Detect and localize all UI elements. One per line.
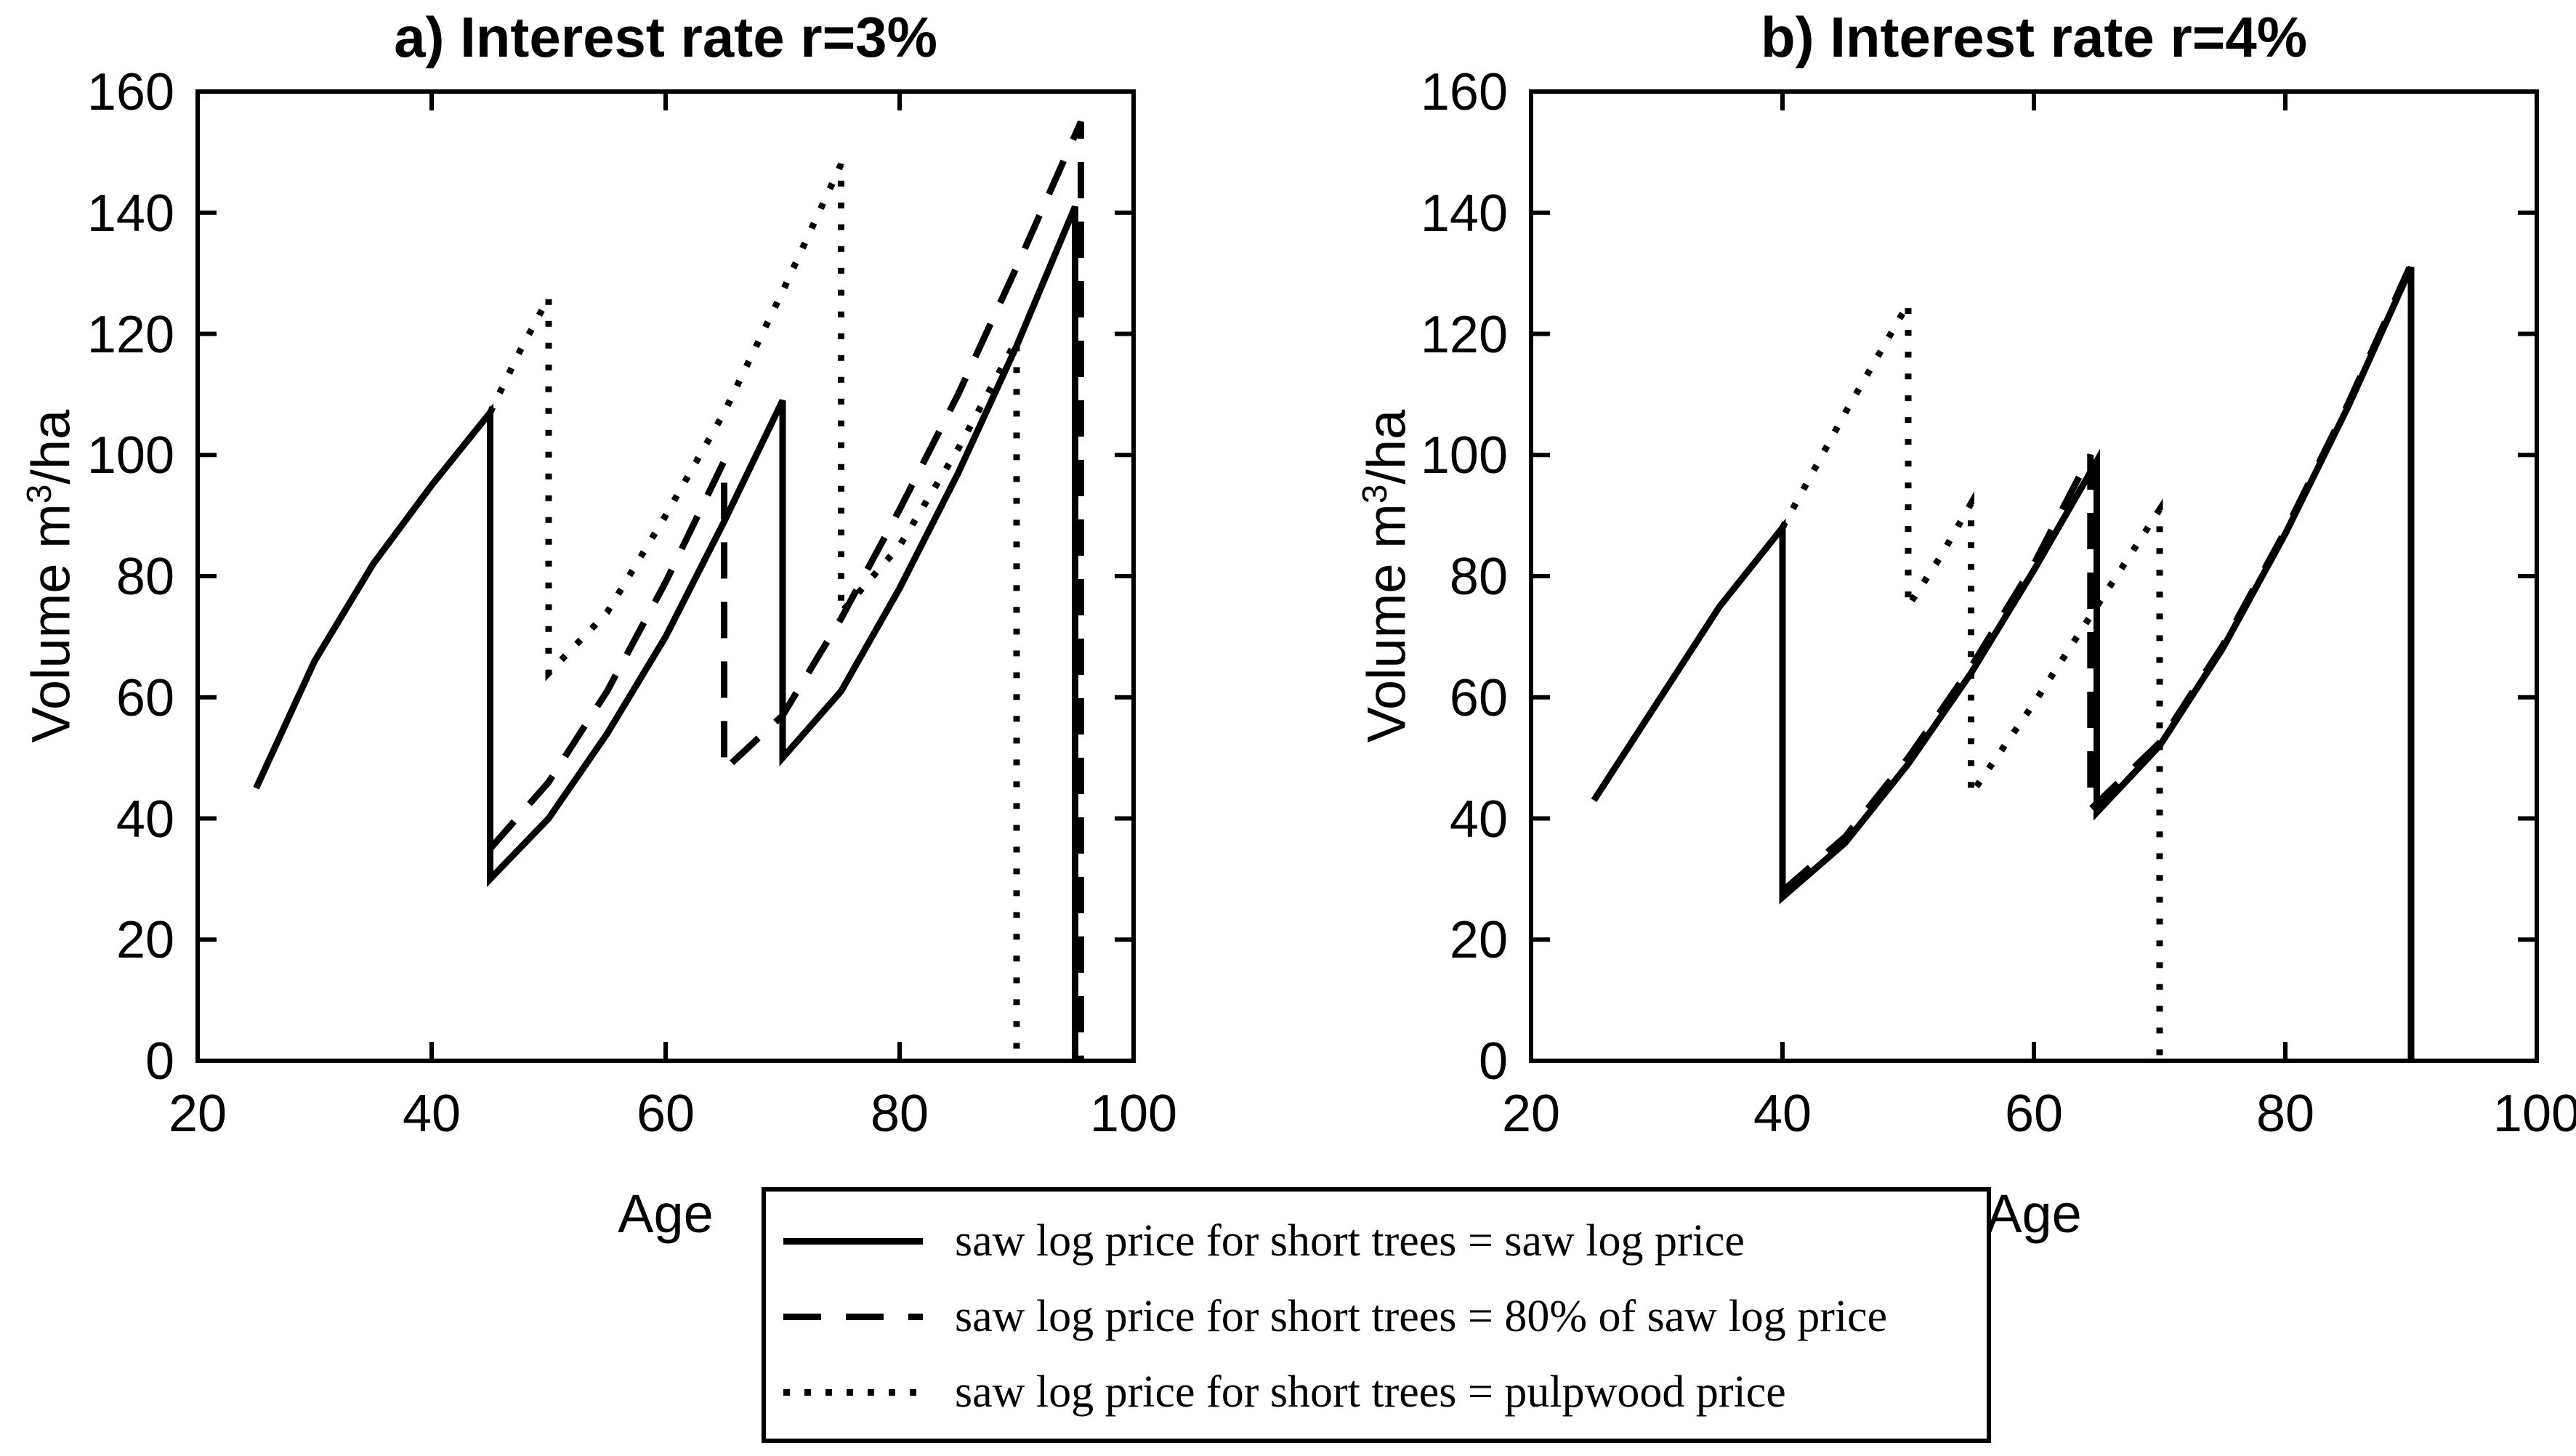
panel-b-y-tick-label: 20 — [1449, 911, 1508, 970]
dotted-line-sample-icon — [783, 1388, 923, 1396]
legend-label: saw log price for short trees = saw log … — [955, 1216, 1745, 1266]
panel-b-x-tick-label: 80 — [2256, 1085, 2315, 1143]
panel-b-y-tick-label: 40 — [1449, 790, 1508, 849]
series-dotted-panel-a — [487, 163, 1020, 1061]
ylabel-superscript: 3 — [20, 484, 59, 504]
panel-b-y-tick-label: 0 — [1478, 1032, 1508, 1091]
panel-a-x-tick-label: 80 — [870, 1085, 929, 1143]
series-solid-panel-a — [253, 205, 1078, 1061]
panel-a-x-tick-label: 40 — [402, 1085, 461, 1143]
series-dashed-panel-a — [488, 120, 1084, 1061]
panel-a-x-tick-label: 20 — [168, 1085, 227, 1143]
dashed-line-sample-icon — [783, 1313, 923, 1320]
panel-b-y-tick-label: 60 — [1449, 668, 1508, 727]
solid-line-sample-icon — [783, 1237, 923, 1245]
panel-a-x-axis-label: Age — [618, 1184, 714, 1244]
panel-b-x-tick-label: 60 — [2004, 1085, 2064, 1143]
panel-a-y-tick-label: 40 — [116, 790, 174, 849]
panel-a-y-tick-label: 140 — [86, 184, 174, 243]
legend-item-dashed: saw log price for short trees = 80% of s… — [766, 1287, 1987, 1346]
legend-label: saw log price for short trees = 80% of s… — [955, 1291, 1888, 1341]
panel-a-y-tick-label: 80 — [116, 548, 174, 606]
panel-b-y-tick-label: 100 — [1420, 426, 1508, 485]
panel-b-x-tick-label: 40 — [1753, 1085, 1812, 1143]
panel-a-y-tick-label: 20 — [116, 911, 174, 970]
panel-a-x-tick-label: 100 — [1089, 1085, 1178, 1143]
panel-b-x-tick-label: 20 — [1501, 1085, 1561, 1143]
panel-b-x-axis-label: Age — [1986, 1184, 2082, 1244]
series-dashed-panel-b — [1780, 262, 2415, 1061]
panel-b-x-tick-label: 100 — [2492, 1085, 2576, 1143]
panel-a-x-tick-label: 60 — [636, 1085, 695, 1143]
panel-a-title: a) Interest rate r=3% — [394, 5, 937, 69]
panel-a-y-tick-label: 120 — [86, 305, 174, 364]
ylabel-superscript: 3 — [1356, 484, 1394, 504]
legend: saw log price for short trees = saw log … — [762, 1187, 1991, 1443]
panel-a-y-tick-label: 100 — [86, 426, 174, 485]
series-solid-panel-b — [1591, 265, 2415, 1061]
legend-item-solid: saw log price for short trees = saw log … — [766, 1212, 1987, 1270]
panel-b-y-tick-label: 80 — [1449, 548, 1508, 606]
panel-b-y-tick-label: 140 — [1420, 184, 1508, 243]
legend-label: saw log price for short trees = pulpwood… — [955, 1367, 1786, 1417]
panel-b-y-tick-label: 120 — [1420, 305, 1508, 364]
panel-b-title: b) Interest rate r=4% — [1760, 5, 2308, 69]
panel-a-y-tick-label: 0 — [145, 1032, 174, 1091]
panel-b-y-tick-label: 160 — [1420, 63, 1508, 121]
panel-a-y-tick-label: 160 — [86, 63, 174, 121]
legend-item-dotted: saw log price for short trees = pulpwood… — [766, 1363, 1987, 1421]
panel-a-y-tick-label: 60 — [116, 668, 174, 727]
series-dotted-panel-b — [1780, 291, 2163, 1061]
